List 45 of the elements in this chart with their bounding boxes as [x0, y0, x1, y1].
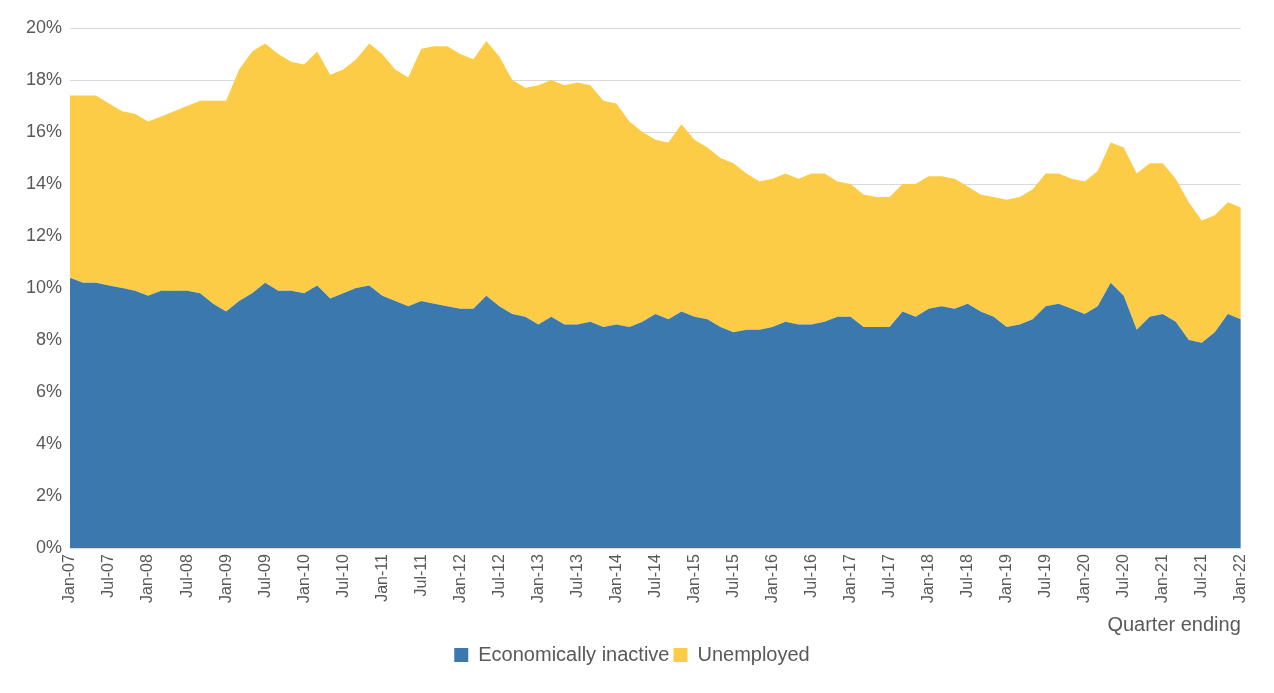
x-tick-label: Jul-11	[411, 553, 429, 597]
x-tick-label: Jul-10	[333, 553, 351, 598]
x-tick-label: Jul-16	[801, 553, 819, 598]
x-tick-label: Jan-10	[294, 553, 312, 603]
x-tick-label: Jan-13	[528, 553, 546, 603]
legend-label: Economically inactive	[478, 642, 670, 665]
y-tick-label: 10%	[26, 277, 63, 298]
x-tick-label: Jan-17	[840, 553, 858, 603]
x-tick-label: Jul-15	[723, 553, 741, 598]
x-tick-label: Jul-19	[1036, 553, 1054, 598]
legend-label: Unemployed	[697, 642, 810, 665]
x-tick-label: Jan-20	[1075, 553, 1093, 603]
x-tick-label: Jan-16	[762, 553, 780, 603]
x-tick-label: Jul-07	[99, 553, 117, 598]
x-tick-label: Jul-08	[177, 553, 195, 598]
x-tick-label: Jan-09	[216, 553, 234, 603]
y-tick-label: 20%	[26, 16, 63, 37]
x-axis-title: Quarter ending	[1107, 612, 1241, 635]
x-tick-label: Jan-15	[684, 553, 702, 603]
y-tick-label: 4%	[36, 433, 63, 454]
y-tick-label: 6%	[36, 381, 63, 402]
x-tick-label: Jan-08	[138, 553, 156, 603]
x-tick-label: Jan-07	[60, 553, 78, 603]
x-tick-label: Jul-13	[567, 553, 585, 598]
x-tick-label: Jan-21	[1153, 553, 1171, 603]
x-tick-label: Jul-20	[1114, 553, 1132, 598]
y-tick-label: 2%	[36, 485, 63, 506]
y-tick-label: 12%	[26, 225, 63, 245]
x-tick-label: Jan-22	[1231, 553, 1249, 603]
x-tick-label: Jan-19	[997, 553, 1015, 603]
x-tick-label: Jul-14	[645, 553, 663, 598]
x-tick-label: Jul-12	[489, 553, 507, 598]
x-tick-label: Jan-11	[372, 553, 390, 602]
x-tick-label: Jul-17	[879, 553, 897, 598]
y-tick-label: 16%	[26, 120, 63, 141]
y-tick-label: 14%	[26, 172, 63, 193]
x-tick-label: Jan-12	[450, 553, 468, 603]
x-tick-label: Jul-21	[1192, 553, 1210, 598]
y-tick-label: 18%	[26, 68, 63, 89]
x-tick-label: Jan-18	[919, 553, 936, 603]
y-tick-label: 8%	[36, 329, 63, 350]
x-tick-label: Jul-18	[958, 553, 976, 598]
x-tick-label: Jan-14	[606, 553, 624, 603]
x-tick-label: Jul-09	[255, 553, 273, 598]
y-tick-label: 0%	[36, 537, 63, 558]
